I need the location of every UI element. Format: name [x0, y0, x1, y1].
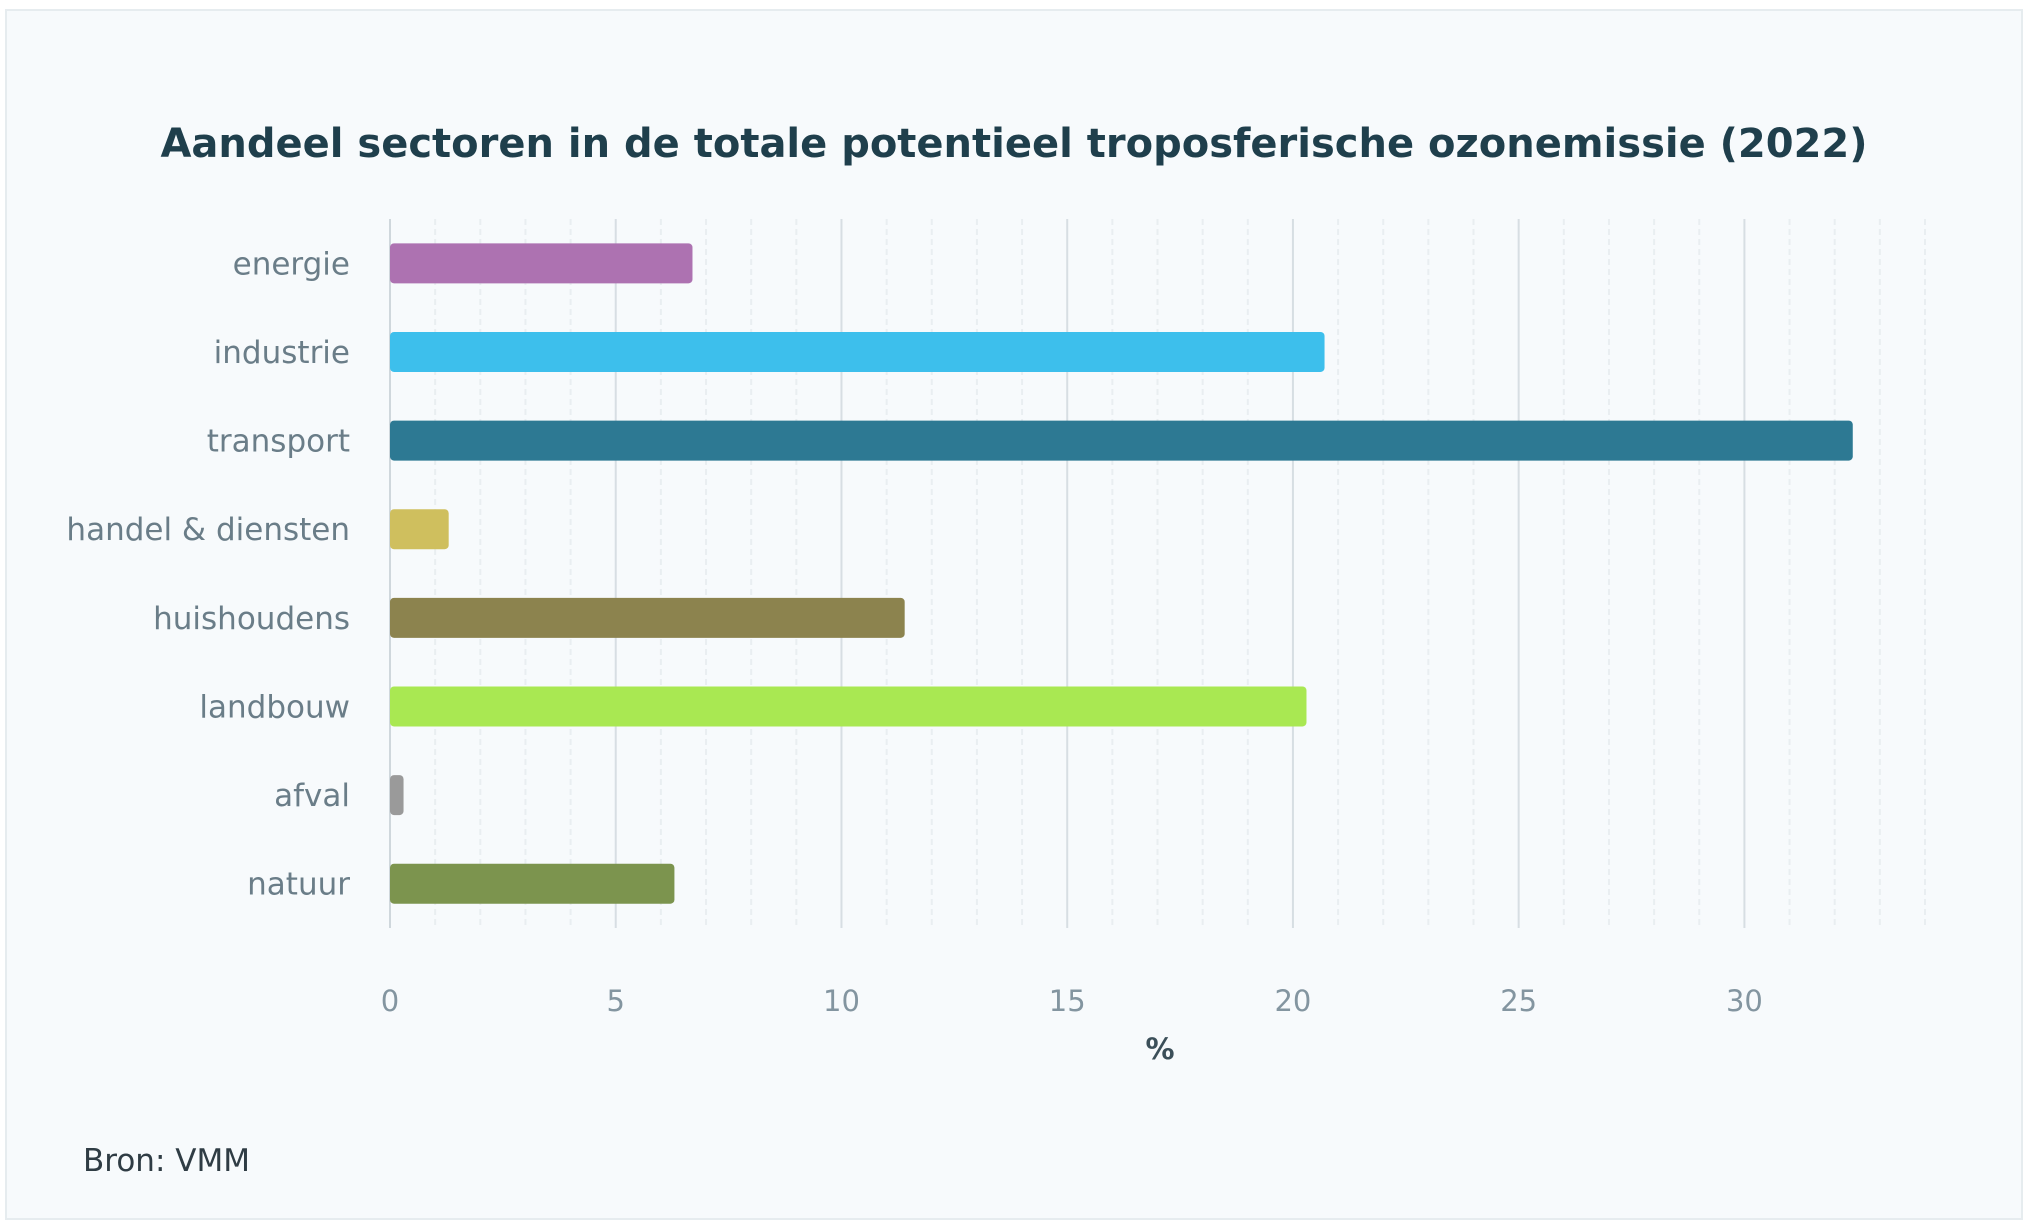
- category-label: transport: [207, 424, 350, 460]
- chart-title: Aandeel sectoren in de totale potentieel…: [160, 121, 1867, 167]
- x-tick-label: 20: [1274, 984, 1311, 1018]
- category-label: energie: [233, 246, 350, 282]
- bar-transport: [390, 420, 1853, 461]
- category-label: landbouw: [199, 689, 350, 725]
- x-tick-label: 15: [1049, 984, 1086, 1018]
- bar-afval: [390, 775, 404, 816]
- category-label: handel & diensten: [66, 512, 350, 548]
- bar-natuur: [390, 863, 675, 904]
- chart-card: 0 5 10 15 20 25 30 energie industrie transport han…: [5, 9, 2023, 1220]
- label-layer: 0 5 10 15 20 25 30 energie industrie transport han…: [66, 246, 1762, 1018]
- grid-layer: [389, 219, 1926, 928]
- bar-layer: [390, 243, 1853, 904]
- category-label: industrie: [214, 335, 350, 371]
- x-tick-label: 5: [607, 984, 625, 1018]
- bar-landbouw: [390, 686, 1307, 727]
- bar-chart: 0 5 10 15 20 25 30 energie industrie transport han…: [66, 121, 1926, 1179]
- category-label: huishoudens: [153, 601, 350, 637]
- category-label: natuur: [247, 867, 350, 903]
- category-label: afval: [274, 778, 350, 814]
- source-label: Bron: VMM: [83, 1143, 250, 1179]
- bar-huishoudens: [390, 597, 905, 638]
- x-tick-label: 25: [1500, 984, 1537, 1018]
- x-tick-label: 30: [1726, 984, 1763, 1018]
- bar-handel-diensten: [390, 509, 449, 550]
- x-tick-label: 10: [823, 984, 860, 1018]
- bar-industrie: [390, 331, 1325, 372]
- x-tick-label: 0: [381, 984, 399, 1018]
- bar-energie: [390, 243, 693, 284]
- x-axis-title: %: [1145, 1032, 1174, 1066]
